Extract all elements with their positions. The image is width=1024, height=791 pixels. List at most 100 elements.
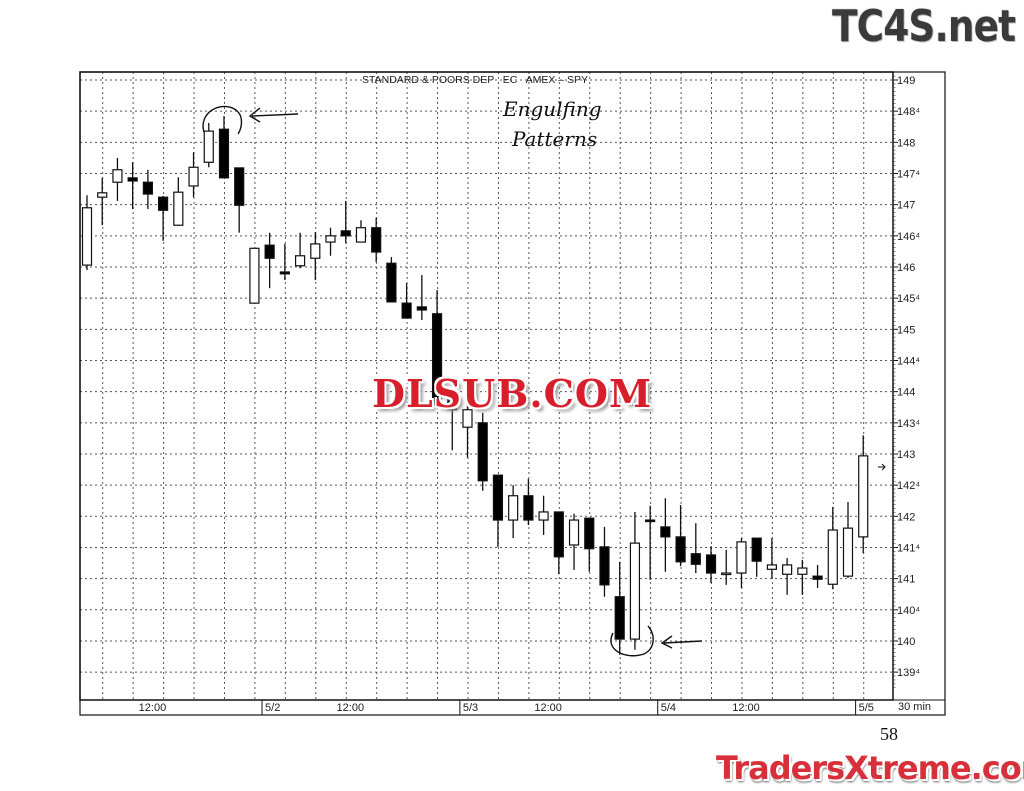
candles — [81, 116, 869, 655]
candle-body — [827, 529, 838, 585]
candle-up — [173, 177, 184, 226]
candle-body — [188, 166, 199, 187]
candle-body — [538, 511, 549, 521]
candle-body — [249, 247, 260, 304]
candle-up — [97, 177, 108, 226]
y-tick-label: 143⁴ — [897, 418, 920, 430]
x-tick-label: 5/2 — [265, 702, 280, 714]
candle-body — [629, 542, 641, 640]
candle-body — [401, 302, 412, 319]
candle-down — [218, 116, 230, 179]
candle-body — [431, 313, 443, 406]
x-tick-label: 12:00 — [534, 702, 562, 714]
candle-down — [264, 232, 275, 289]
watermark-tc4s: TC4S.net — [832, 1, 1016, 52]
candle-body — [81, 207, 93, 266]
candle-down — [492, 474, 504, 547]
candle-body — [112, 169, 123, 183]
y-tick-label: 146⁴ — [897, 231, 920, 243]
candle-up — [538, 495, 549, 536]
outer-frame — [79, 71, 946, 716]
arrow-top-annotation — [248, 107, 299, 123]
interval-label: 30 min — [898, 701, 931, 713]
candle-down — [812, 564, 823, 588]
candle-down — [158, 195, 169, 241]
candle-body — [310, 243, 321, 259]
candle-body — [340, 230, 351, 237]
y-tick-label: 147⁴ — [897, 168, 920, 180]
candle-body — [264, 244, 275, 259]
candle-down — [645, 505, 656, 580]
y-tick-label: 144⁴ — [897, 355, 920, 367]
candle-body — [858, 455, 869, 538]
candle-body — [234, 167, 245, 206]
candle-down — [523, 478, 534, 526]
x-tick-label: 5/3 — [463, 702, 478, 714]
candle-down — [371, 217, 382, 263]
page-number: 58 — [880, 724, 898, 744]
candle-down — [751, 537, 762, 577]
candle-body — [721, 572, 732, 576]
candle-body — [492, 474, 504, 521]
candle-up — [568, 513, 580, 570]
candle-body — [477, 422, 488, 482]
y-tick-label: 142 — [897, 511, 915, 523]
candle-body — [584, 517, 595, 550]
candle-body — [371, 227, 382, 253]
candle-down — [705, 546, 717, 584]
candle-up — [508, 485, 519, 539]
candle-body — [203, 130, 214, 163]
price-marker-arrow — [878, 463, 886, 471]
y-tick-label: 141⁴ — [897, 542, 920, 554]
y-tick-label: 148⁴ — [897, 106, 920, 118]
x-tick-label: 12:00 — [337, 702, 365, 714]
candle-body — [568, 519, 580, 546]
y-tick-label: 149 — [897, 75, 915, 87]
y-tick-label: 146 — [897, 262, 915, 274]
candle-body — [142, 181, 153, 195]
candle-up — [81, 195, 93, 271]
candle-body — [705, 554, 717, 574]
x-tick-label: 12:00 — [139, 702, 167, 714]
x-tick-label: 12:00 — [732, 702, 760, 714]
candle-body — [645, 519, 656, 523]
candle-body — [325, 235, 336, 243]
candle-body — [447, 394, 458, 411]
candle-body — [386, 262, 397, 303]
circle-bottom-annotation — [610, 625, 654, 657]
candle-body — [462, 409, 473, 428]
y-tick-label: 145⁴ — [897, 293, 920, 305]
annotation-patterns: Patterns — [511, 127, 597, 151]
candle-down — [553, 511, 564, 575]
candle-body — [842, 527, 854, 577]
candle-body — [675, 536, 686, 563]
chart-title: STANDARD & POORS DEP EC AMEX – SPY — [362, 74, 588, 86]
candle-down — [340, 200, 351, 244]
candle-body — [218, 128, 230, 179]
candle-down — [660, 498, 671, 572]
candle-body — [812, 575, 823, 580]
candle-up — [249, 247, 260, 304]
candle-up — [842, 501, 854, 579]
candle-up — [766, 538, 778, 579]
candle-body — [599, 546, 610, 586]
candle-body — [660, 526, 671, 538]
y-axis: 149 148⁴ 148 147⁴ 147 146⁴ 146 145⁴ 145 144⁴ 144 14… — [893, 75, 920, 689]
y-tick-label: 145 — [897, 324, 915, 336]
candle-down — [234, 167, 245, 233]
candle-down — [599, 526, 610, 597]
candle-up — [629, 511, 641, 650]
x-axis: 12:00 5/2 12:00 5/3 12:00 5/4 12:00 5/5 — [139, 700, 874, 715]
candle-body — [127, 177, 138, 182]
candle-up — [355, 220, 367, 243]
watermark-tradersxtreme: TradersXtreme.com — [716, 749, 1024, 787]
candle-body — [523, 495, 534, 521]
candle-body — [355, 227, 367, 243]
candle-body — [173, 191, 184, 226]
y-tick-label: 141 — [897, 574, 915, 586]
candle-up — [112, 157, 123, 201]
candle-body — [553, 511, 564, 558]
y-tick-label: 139⁴ — [897, 667, 920, 679]
candle-body — [736, 541, 747, 574]
